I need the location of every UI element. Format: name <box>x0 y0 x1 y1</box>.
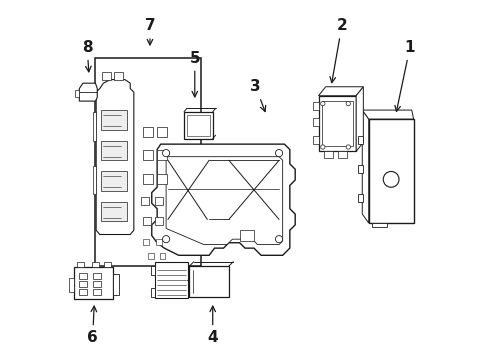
Circle shape <box>383 171 399 187</box>
Polygon shape <box>318 87 364 96</box>
Bar <box>69 278 74 292</box>
Text: 6: 6 <box>87 306 98 345</box>
Polygon shape <box>96 80 134 234</box>
Bar <box>143 127 153 137</box>
Circle shape <box>275 235 283 243</box>
Text: 5: 5 <box>190 50 200 97</box>
Text: 8: 8 <box>82 40 93 72</box>
Polygon shape <box>362 110 368 223</box>
Circle shape <box>320 102 325 106</box>
Bar <box>79 273 87 279</box>
Bar <box>113 274 120 296</box>
Bar <box>93 289 101 295</box>
Bar <box>101 72 111 80</box>
Bar <box>143 150 153 160</box>
Bar <box>190 266 229 297</box>
Bar <box>157 127 167 137</box>
Circle shape <box>163 149 170 157</box>
Bar <box>338 151 347 158</box>
Bar <box>318 96 356 151</box>
Bar <box>155 197 163 205</box>
Bar <box>101 110 126 130</box>
Bar <box>313 118 318 126</box>
Bar <box>368 119 414 223</box>
Polygon shape <box>152 144 295 255</box>
Bar <box>313 136 318 144</box>
Bar <box>101 202 126 221</box>
Bar <box>358 136 364 144</box>
Bar <box>160 253 166 259</box>
Bar <box>114 72 123 80</box>
Bar <box>104 262 111 267</box>
Bar <box>79 281 87 287</box>
Bar <box>151 288 155 297</box>
Bar <box>240 230 254 241</box>
Bar <box>155 217 163 225</box>
Bar <box>372 223 387 227</box>
Bar <box>358 194 364 202</box>
Bar <box>187 115 210 136</box>
Bar <box>143 239 148 244</box>
Bar <box>95 58 201 266</box>
Bar <box>101 171 126 191</box>
Text: 1: 1 <box>395 40 415 111</box>
Text: 7: 7 <box>145 18 155 45</box>
Bar <box>141 197 149 205</box>
Bar <box>93 112 96 140</box>
Bar <box>77 262 84 267</box>
Text: 3: 3 <box>250 79 266 112</box>
Circle shape <box>163 235 170 243</box>
Polygon shape <box>356 87 364 151</box>
Bar <box>148 253 154 259</box>
Bar <box>156 239 162 244</box>
Polygon shape <box>362 110 414 119</box>
Bar <box>93 166 96 194</box>
Bar <box>358 165 364 173</box>
Bar <box>75 90 79 97</box>
Text: 2: 2 <box>330 18 347 83</box>
Bar <box>151 266 155 275</box>
Bar <box>143 217 151 225</box>
Bar <box>79 289 87 295</box>
Polygon shape <box>79 83 97 101</box>
Circle shape <box>320 145 325 149</box>
Circle shape <box>346 145 350 149</box>
Bar <box>157 150 167 160</box>
Bar <box>74 267 113 299</box>
Bar <box>155 262 188 298</box>
Circle shape <box>346 102 350 106</box>
Bar <box>93 281 101 287</box>
Bar <box>143 174 153 184</box>
Bar <box>157 174 167 184</box>
Bar <box>92 262 98 267</box>
Bar <box>324 151 333 158</box>
Circle shape <box>275 149 283 157</box>
Polygon shape <box>166 157 283 244</box>
Bar <box>313 102 318 110</box>
Bar <box>322 101 353 146</box>
Text: 4: 4 <box>207 306 218 345</box>
Bar <box>93 273 101 279</box>
Bar <box>184 112 213 139</box>
Bar <box>101 140 126 160</box>
